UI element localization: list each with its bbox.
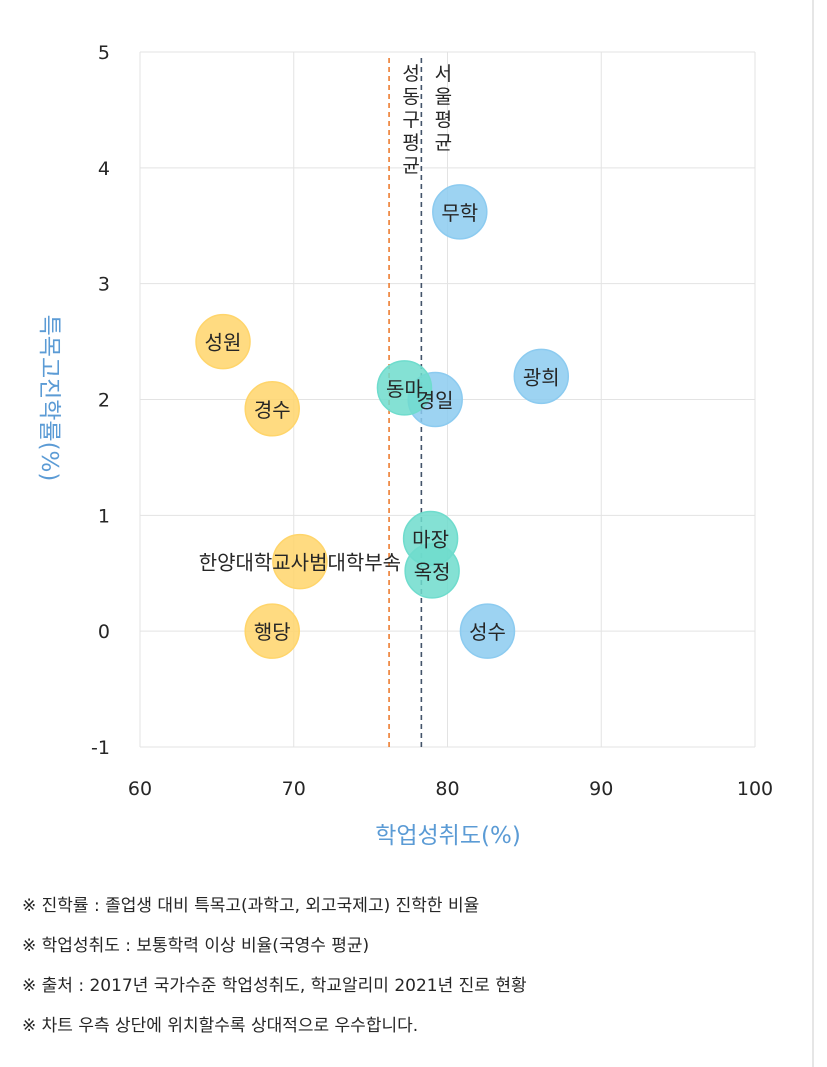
data-label: 옥정 (414, 560, 451, 584)
data-label: 광희 (523, 365, 560, 389)
data-label: 동마 (386, 377, 423, 401)
y-tick-label: 3 (98, 274, 110, 296)
data-bubble (195, 313, 251, 370)
x-tick-label: 60 (128, 778, 152, 800)
data-label: 성원 (205, 331, 242, 355)
data-label: 경일 (417, 389, 454, 413)
data-bubble (432, 184, 488, 240)
data-bubble (404, 543, 460, 599)
y-axis-title: 특목고진학률(%) (36, 315, 62, 482)
data-label: 행당 (254, 620, 291, 644)
data-bubble (244, 381, 300, 437)
data-label: 성수 (469, 620, 506, 644)
data-label: 무학 (441, 201, 478, 225)
x-axis-title: 학업성취도(%) (375, 823, 521, 849)
note-item: ※ 학업성취도 : 보통학력 이상 비율(국영수 평균) (22, 936, 370, 956)
note-item: ※ 출처 : 2017년 국가수준 학업성취도, 학교알리미 2021년 진로 … (22, 976, 527, 996)
panel-border (812, 0, 814, 1067)
data-bubble (513, 348, 570, 405)
y-tick-label: 0 (98, 621, 110, 643)
x-tick-label: 70 (282, 778, 306, 800)
x-tick-label: 100 (737, 778, 773, 800)
y-tick-label: 5 (98, 42, 110, 64)
axis-ticks: -1 0 1 2 3 4 5 60 70 80 90 100 (91, 42, 773, 800)
note-item: ※ 진학률 : 졸업생 대비 특목고(과학고, 외고국제고) 진학한 비율 (22, 896, 480, 916)
y-tick-label: 4 (98, 158, 110, 180)
data-label: 한양대학교사범대학부속 (199, 551, 401, 575)
footnotes: ※ 진학률 : 졸업생 대비 특목고(과학고, 외고국제고) 진학한 비율 ※ … (22, 886, 812, 1046)
y-tick-label: 2 (98, 390, 110, 412)
y-tick-label: 1 (98, 505, 110, 527)
data-label: 마장 (412, 528, 449, 552)
data-bubble (376, 360, 433, 416)
data-bubble (244, 603, 300, 659)
y-tick-label: -1 (91, 737, 110, 759)
x-tick-label: 80 (435, 778, 459, 800)
x-tick-label: 90 (589, 778, 613, 800)
data-bubble (459, 603, 516, 659)
data-bubble (272, 533, 328, 590)
data-label: 경수 (254, 398, 291, 422)
note-item: ※ 차트 우측 상단에 위치할수록 상대적으로 우수합니다. (22, 1016, 419, 1036)
